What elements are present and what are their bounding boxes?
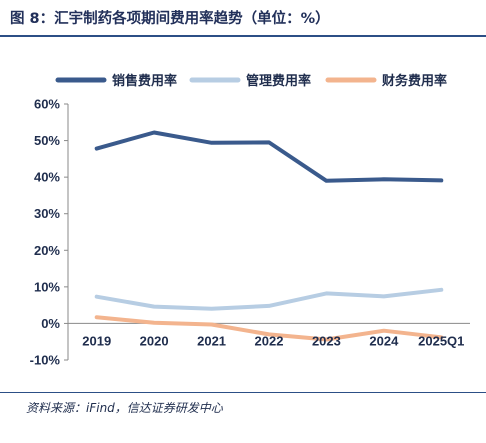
y-tick-label: 30% — [34, 206, 60, 221]
y-tick-label: 40% — [34, 170, 60, 185]
chart-series — [94, 130, 444, 342]
legend-label: 销售费用率 — [112, 73, 177, 89]
series-line — [94, 130, 444, 183]
line-chart: 销售费用率 管理费用率 财务费用率 -10% 0% 10% 20% 30% 40% 50% 60%… — [30, 73, 470, 368]
title-divider — [0, 35, 486, 37]
y-tick-label: -10% — [30, 353, 61, 368]
series-line — [94, 315, 444, 342]
x-tick-label: 2024 — [369, 333, 399, 348]
x-tick-label: 2023 — [312, 333, 341, 348]
chart-legend: 销售费用率 管理费用率 财务费用率 — [55, 73, 447, 89]
source-divider — [0, 392, 486, 393]
y-tick-label: 0% — [41, 316, 60, 331]
x-tick-label: 2019 — [82, 333, 111, 348]
legend-label: 财务费用率 — [382, 73, 447, 89]
x-tick-label: 2021 — [197, 333, 226, 348]
y-tick-label: 20% — [34, 243, 60, 258]
source-note: 资料来源：iFind，信达证券研发中心 — [26, 401, 223, 415]
chart-axes: -10% 0% 10% 20% 30% 40% 50% 60% — [30, 97, 470, 368]
legend-label: 管理费用率 — [246, 73, 311, 89]
y-tick-label: 60% — [34, 97, 60, 112]
x-tick-label: 2022 — [255, 333, 284, 348]
x-axis-labels: 2019 2020 2021 2022 2023 2024 2025Q1 — [82, 333, 464, 348]
y-tick-label: 50% — [34, 133, 60, 148]
figure-title: 图 8：汇宇制药各项期间费用率趋势（单位：%） — [10, 11, 330, 27]
x-tick-label: 2025Q1 — [418, 333, 464, 348]
series-line — [94, 287, 444, 311]
y-tick-label: 10% — [34, 279, 60, 294]
x-tick-label: 2020 — [140, 333, 169, 348]
